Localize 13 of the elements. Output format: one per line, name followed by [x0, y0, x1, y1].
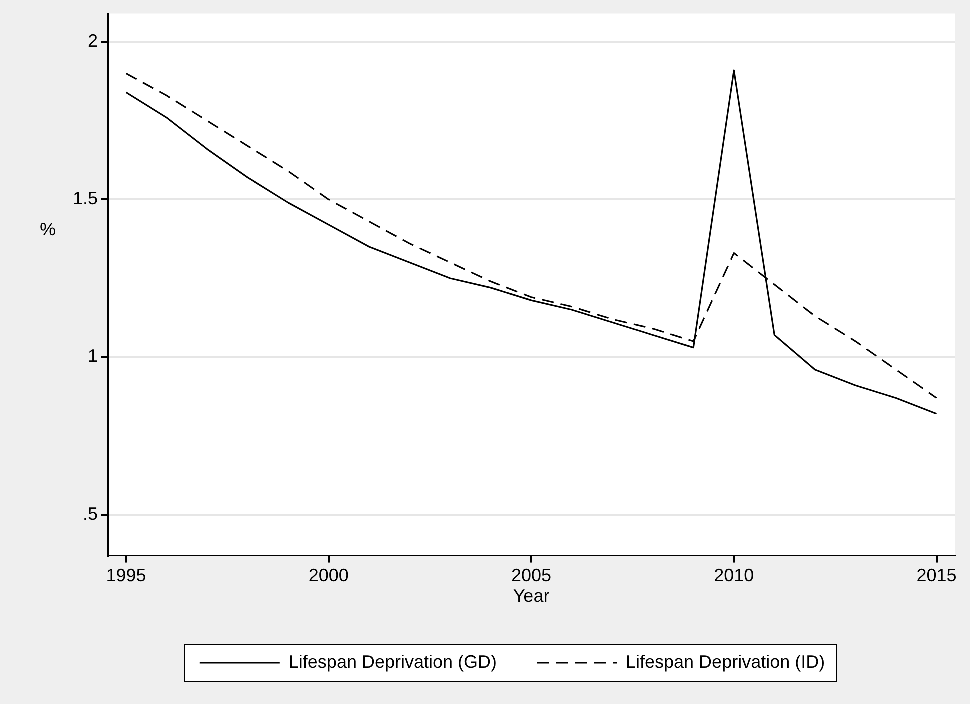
- y-tick-label: .5: [83, 504, 98, 524]
- x-tick-label: 2010: [714, 566, 754, 586]
- y-tick-label: 2: [88, 31, 98, 52]
- legend-label: Lifespan Deprivation (ID): [626, 652, 826, 672]
- y-tick-label: 1.5: [72, 188, 98, 209]
- x-tick-label: 1995: [106, 566, 146, 586]
- x-tick-label: 2005: [511, 566, 552, 586]
- y-axis-title: %: [40, 220, 56, 240]
- legend-label: Lifespan Deprivation (GD): [288, 652, 498, 672]
- x-tick-label: 2000: [308, 566, 349, 586]
- x-axis-title: Year: [513, 586, 550, 606]
- x-tick-label: 2015: [916, 566, 957, 586]
- y-tick-label: 1: [88, 346, 98, 366]
